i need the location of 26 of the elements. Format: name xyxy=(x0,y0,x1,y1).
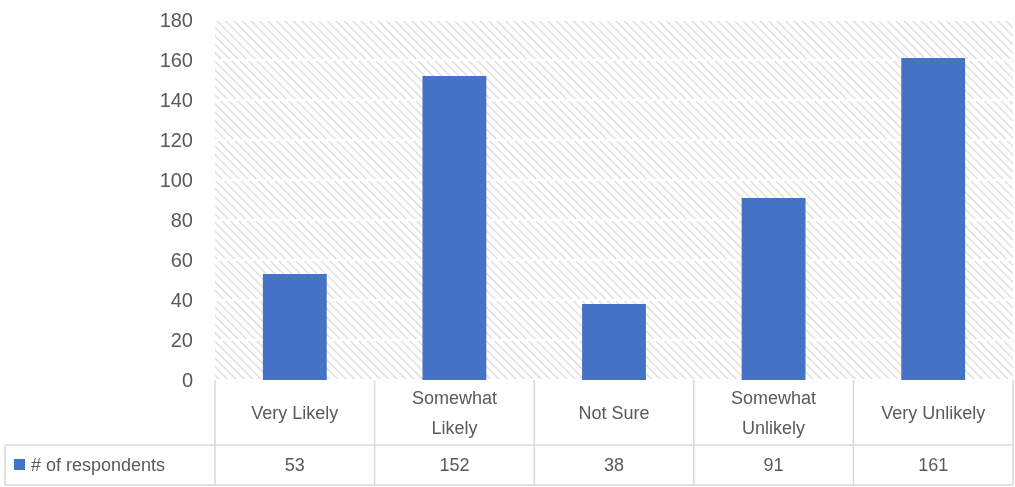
bar xyxy=(901,58,966,380)
y-tick-label: 40 xyxy=(170,289,193,311)
x-tick-label: Very Unlikely xyxy=(881,402,986,423)
y-tick-label: 180 xyxy=(159,9,193,31)
y-tick-label: 0 xyxy=(181,369,193,391)
bar xyxy=(582,304,646,380)
x-tick-label: Very Likely xyxy=(251,402,339,423)
bar xyxy=(422,76,487,380)
data-label: 91 xyxy=(763,455,784,476)
data-label: 38 xyxy=(603,455,625,476)
bar xyxy=(741,198,806,380)
y-tick-label: 100 xyxy=(159,169,193,191)
y-tick-label: 140 xyxy=(159,89,193,111)
x-tick-label: Somewhat Likely xyxy=(411,387,497,438)
y-tick-label: 80 xyxy=(170,209,193,231)
bar xyxy=(262,274,327,380)
y-tick-label: 120 xyxy=(159,129,193,151)
legend-label: # of respondents xyxy=(31,455,166,476)
data-label: 152 xyxy=(439,455,470,476)
y-tick-label: 20 xyxy=(170,329,193,351)
data-label: 53 xyxy=(284,455,305,476)
data-label: 161 xyxy=(918,455,949,476)
y-tick-label: 60 xyxy=(170,249,193,271)
x-tick-label: Not Sure xyxy=(578,402,650,423)
x-tick-label: Somewhat Unlikely xyxy=(731,387,817,438)
y-tick-label: 160 xyxy=(159,49,193,71)
